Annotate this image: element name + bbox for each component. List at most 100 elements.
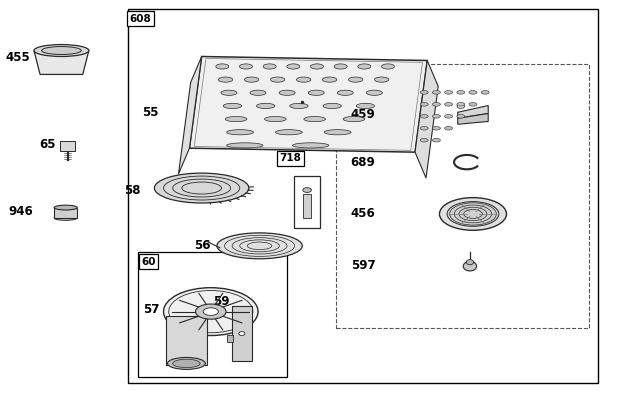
Ellipse shape bbox=[217, 233, 303, 259]
Ellipse shape bbox=[203, 308, 218, 315]
Bar bbox=[336, 64, 589, 328]
Ellipse shape bbox=[227, 143, 263, 148]
Ellipse shape bbox=[420, 102, 428, 106]
Ellipse shape bbox=[290, 103, 308, 108]
Bar bbox=[54, 208, 78, 218]
Ellipse shape bbox=[447, 202, 499, 226]
Ellipse shape bbox=[334, 64, 347, 69]
Bar bbox=[128, 9, 598, 383]
Text: 55: 55 bbox=[143, 106, 159, 119]
Ellipse shape bbox=[275, 130, 303, 135]
Ellipse shape bbox=[457, 90, 465, 94]
Ellipse shape bbox=[322, 77, 337, 82]
Ellipse shape bbox=[445, 90, 453, 94]
Ellipse shape bbox=[445, 126, 453, 130]
Ellipse shape bbox=[469, 102, 477, 106]
Ellipse shape bbox=[34, 44, 89, 56]
Ellipse shape bbox=[323, 103, 342, 108]
Ellipse shape bbox=[457, 104, 464, 108]
Ellipse shape bbox=[293, 143, 329, 148]
Ellipse shape bbox=[311, 64, 324, 69]
Ellipse shape bbox=[432, 102, 440, 106]
Ellipse shape bbox=[296, 77, 311, 82]
Text: 58: 58 bbox=[124, 184, 141, 196]
Polygon shape bbox=[190, 56, 427, 152]
Ellipse shape bbox=[54, 216, 78, 220]
Ellipse shape bbox=[303, 188, 311, 192]
Ellipse shape bbox=[366, 90, 383, 95]
Bar bbox=[60, 142, 75, 151]
Ellipse shape bbox=[481, 90, 489, 94]
Polygon shape bbox=[458, 106, 488, 118]
Ellipse shape bbox=[469, 90, 477, 94]
Ellipse shape bbox=[239, 64, 252, 69]
Ellipse shape bbox=[227, 130, 254, 135]
Ellipse shape bbox=[221, 90, 237, 95]
Ellipse shape bbox=[432, 126, 440, 130]
Ellipse shape bbox=[420, 90, 428, 94]
Ellipse shape bbox=[216, 64, 229, 69]
Ellipse shape bbox=[173, 359, 200, 368]
Ellipse shape bbox=[440, 198, 507, 230]
FancyBboxPatch shape bbox=[166, 316, 206, 365]
Bar bbox=[303, 194, 311, 218]
Ellipse shape bbox=[54, 205, 78, 210]
Ellipse shape bbox=[270, 77, 285, 82]
Ellipse shape bbox=[457, 102, 465, 106]
Ellipse shape bbox=[223, 103, 242, 108]
Ellipse shape bbox=[432, 114, 440, 118]
Ellipse shape bbox=[348, 77, 363, 82]
Ellipse shape bbox=[466, 260, 474, 265]
Ellipse shape bbox=[324, 130, 351, 135]
Polygon shape bbox=[34, 50, 89, 74]
Ellipse shape bbox=[239, 332, 245, 336]
Polygon shape bbox=[415, 60, 438, 178]
Ellipse shape bbox=[381, 64, 394, 69]
Ellipse shape bbox=[432, 138, 440, 142]
Text: 459: 459 bbox=[351, 108, 376, 121]
Text: 56: 56 bbox=[194, 239, 211, 252]
Bar bbox=[138, 252, 287, 377]
Ellipse shape bbox=[263, 64, 276, 69]
Ellipse shape bbox=[167, 358, 205, 370]
Text: 57: 57 bbox=[143, 303, 159, 316]
Bar bbox=[228, 335, 233, 342]
Bar bbox=[232, 306, 252, 362]
Text: 718: 718 bbox=[279, 153, 301, 163]
Ellipse shape bbox=[445, 114, 453, 118]
Text: eReplacementParts.com: eReplacementParts.com bbox=[238, 206, 391, 218]
Text: 946: 946 bbox=[8, 205, 33, 218]
Ellipse shape bbox=[420, 138, 428, 142]
Ellipse shape bbox=[42, 46, 81, 54]
Text: 455: 455 bbox=[5, 51, 30, 64]
Ellipse shape bbox=[374, 77, 389, 82]
Ellipse shape bbox=[279, 90, 295, 95]
Ellipse shape bbox=[358, 64, 371, 69]
Text: 59: 59 bbox=[213, 295, 229, 308]
Ellipse shape bbox=[463, 261, 477, 271]
Ellipse shape bbox=[265, 116, 286, 122]
Ellipse shape bbox=[304, 116, 326, 122]
Ellipse shape bbox=[250, 90, 266, 95]
Text: 65: 65 bbox=[39, 138, 55, 151]
Ellipse shape bbox=[420, 126, 428, 130]
Ellipse shape bbox=[287, 64, 300, 69]
Ellipse shape bbox=[244, 77, 259, 82]
Bar bbox=[294, 176, 320, 228]
Text: 60: 60 bbox=[141, 257, 156, 267]
Text: 597: 597 bbox=[351, 259, 376, 272]
Ellipse shape bbox=[218, 77, 232, 82]
Ellipse shape bbox=[154, 173, 249, 203]
Ellipse shape bbox=[308, 90, 324, 95]
Ellipse shape bbox=[225, 116, 247, 122]
Polygon shape bbox=[458, 114, 488, 124]
Polygon shape bbox=[179, 56, 202, 174]
Text: 689: 689 bbox=[351, 156, 376, 169]
Ellipse shape bbox=[445, 102, 453, 106]
Ellipse shape bbox=[420, 114, 428, 118]
Ellipse shape bbox=[164, 288, 258, 336]
Text: 456: 456 bbox=[351, 208, 376, 220]
Ellipse shape bbox=[343, 116, 365, 122]
Text: 608: 608 bbox=[130, 14, 151, 24]
Ellipse shape bbox=[257, 103, 275, 108]
